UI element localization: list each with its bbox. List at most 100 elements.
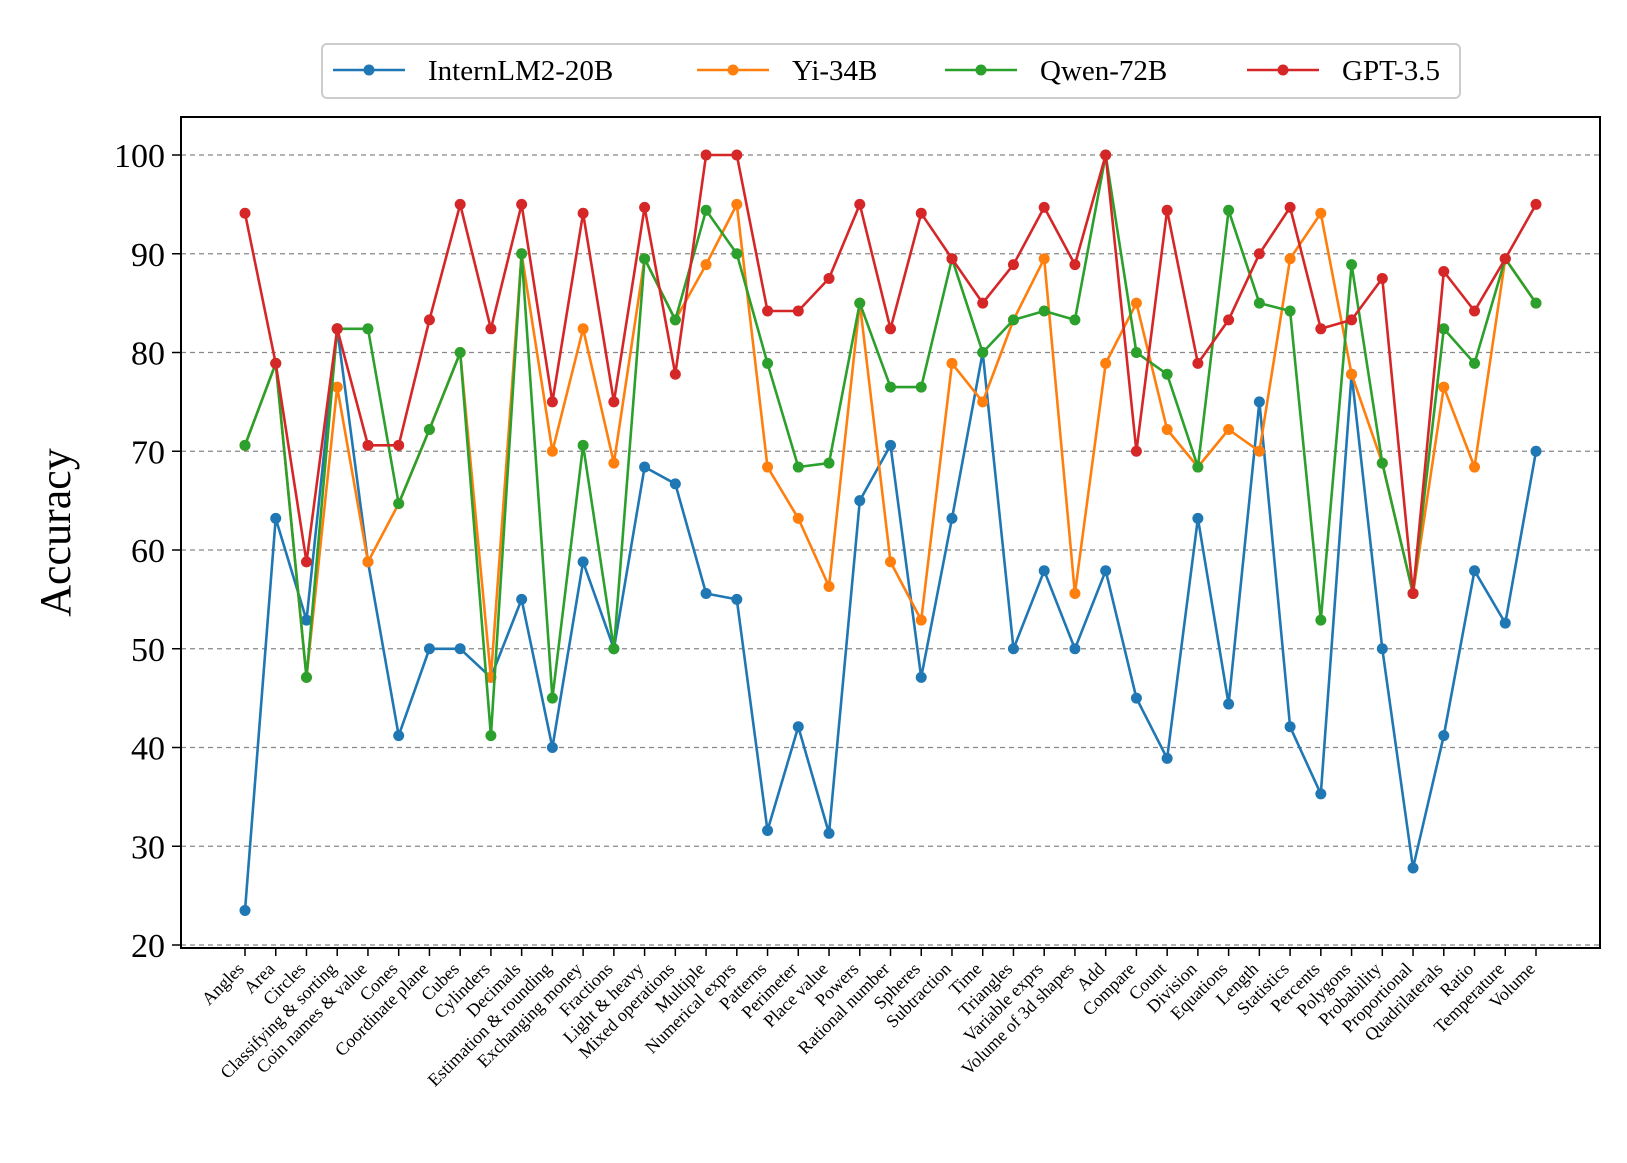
data-point: [1223, 314, 1235, 326]
data-point: [485, 323, 497, 335]
data-point: [915, 381, 927, 393]
data-point: [669, 314, 681, 326]
data-point: [1284, 201, 1296, 213]
legend-box: [321, 43, 1461, 99]
data-point: [362, 439, 374, 451]
data-point: [239, 439, 251, 451]
data-point: [577, 207, 589, 219]
data-point: [1407, 587, 1419, 599]
series-GPT-3.5: [239, 149, 1542, 599]
data-point: [885, 556, 896, 568]
ytick-label-90: 90: [131, 237, 165, 274]
data-point: [762, 357, 774, 369]
data-point: [423, 314, 435, 326]
data-point: [1499, 253, 1511, 265]
legend-marker: [975, 64, 987, 76]
data-point: [915, 207, 927, 219]
data-point: [1192, 512, 1204, 524]
grid-lines: [181, 154, 1600, 946]
data-point: [1469, 565, 1481, 577]
data-point: [1130, 347, 1142, 358]
data-point: [792, 721, 804, 733]
data-point: [1253, 396, 1265, 408]
data-point: [546, 396, 558, 408]
data-point: [792, 461, 804, 473]
ytick-label-20: 20: [131, 928, 165, 965]
series-line: [243, 327, 1538, 911]
data-point: [393, 439, 405, 451]
data-point: [485, 730, 497, 742]
data-point: [454, 643, 466, 655]
data-point: [762, 461, 774, 473]
data-point: [1376, 643, 1388, 655]
data-point: [1438, 730, 1450, 742]
data-point: [1100, 357, 1112, 369]
data-point: [1407, 862, 1419, 874]
legend-item-GPT-3.5: GPT-3.5: [1247, 55, 1440, 87]
data-point: [1100, 149, 1112, 161]
data-point: [1346, 314, 1358, 326]
data-point: [546, 692, 558, 704]
data-point: [393, 498, 405, 510]
data-point: [1192, 461, 1204, 473]
data-point: [1469, 461, 1481, 473]
data-point: [239, 207, 251, 219]
data-point: [1007, 259, 1019, 271]
data-point: [639, 201, 651, 213]
data-point: [546, 445, 558, 457]
data-point: [885, 439, 896, 451]
data-point: [1069, 587, 1081, 599]
data-point: [516, 198, 528, 210]
data-point: [854, 297, 866, 309]
data-point: [1253, 297, 1265, 309]
data-point: [393, 730, 405, 742]
legend-item-Yi-34B: Yi-34B: [697, 55, 877, 87]
data-point: [885, 323, 896, 335]
y-axis-ticks: 20 30 40 50 60 70 80 90 100: [114, 138, 181, 965]
data-point: [1346, 368, 1358, 380]
data-point: [239, 904, 251, 916]
series-InternLM2-20B: [239, 323, 1542, 916]
data-point: [854, 198, 866, 210]
data-point: [1469, 357, 1481, 369]
legend: InternLM2-20B Yi-34B Qwen-72B GPT-3.5: [321, 43, 1461, 99]
legend-item-InternLM2-20B: InternLM2-20B: [333, 55, 613, 87]
data-point: [546, 742, 558, 753]
data-point: [1161, 368, 1173, 380]
data-point: [1253, 248, 1265, 260]
data-point: [1161, 752, 1173, 764]
legend-marker: [727, 64, 739, 76]
data-point: [669, 368, 681, 380]
data-point: [700, 587, 712, 599]
data-point: [1007, 643, 1019, 655]
data-point: [823, 827, 835, 839]
data-point: [823, 581, 835, 593]
data-point: [977, 297, 989, 309]
data-point: [331, 323, 343, 335]
legend-marker: [363, 64, 375, 76]
data-point: [731, 593, 743, 605]
data-point: [423, 643, 435, 655]
data-point: [331, 381, 343, 393]
ytick-label-50: 50: [131, 632, 165, 669]
data-point: [577, 439, 589, 451]
data-point: [1315, 788, 1327, 800]
data-point: [1223, 424, 1235, 436]
data-point: [1069, 643, 1081, 655]
data-point: [454, 347, 466, 358]
data-point: [854, 495, 866, 507]
data-point: [762, 824, 774, 836]
data-point: [516, 593, 528, 605]
data-point: [608, 457, 620, 469]
data-point: [516, 248, 528, 260]
data-point: [1315, 207, 1327, 219]
data-point: [1315, 614, 1327, 626]
data-point: [700, 259, 712, 271]
data-point: [1038, 253, 1050, 265]
data-point: [977, 396, 989, 408]
data-point: [823, 457, 835, 469]
data-point: [792, 512, 804, 524]
data-point: [362, 323, 374, 335]
data-point: [731, 198, 743, 210]
